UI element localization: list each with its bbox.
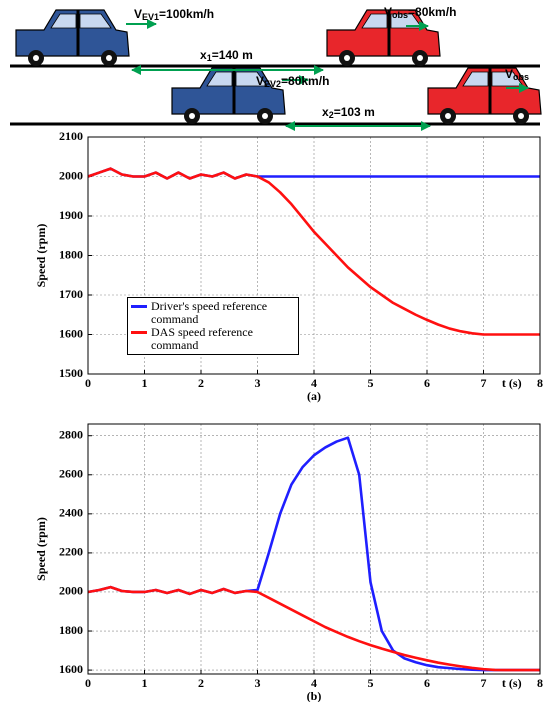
ev-car — [172, 68, 285, 124]
legend: Driver's speed reference command DAS spe… — [127, 297, 299, 355]
x-tick-label: 7 — [481, 376, 487, 390]
y-tick-label: 2000 — [59, 168, 83, 182]
x-tick-label: 0 — [85, 676, 91, 690]
x-tick-label: 8 — [537, 376, 543, 390]
speed-label: Vobs=80km/h — [384, 5, 456, 20]
legend-entry: Driver's speed reference command — [131, 300, 295, 326]
caption: (b) — [307, 689, 322, 702]
label-rest: =140 m — [212, 48, 253, 62]
y-tick-label: 1500 — [59, 366, 83, 380]
y-tick-label: 1600 — [59, 662, 83, 676]
distance-label: x2=103 m — [322, 105, 375, 120]
y-tick-label: 2100 — [59, 129, 83, 143]
y-axis-label: Speed (rpm) — [34, 517, 48, 581]
label-rest: =80km/h — [408, 5, 456, 19]
y-tick-label: 1800 — [59, 247, 83, 261]
legend-entry: DAS speed reference command — [131, 326, 295, 352]
label-sub: obs — [392, 10, 408, 20]
x-tick-label: 5 — [368, 376, 374, 390]
y-tick-label: 2400 — [59, 506, 83, 520]
x-tick-label: 4 — [311, 676, 317, 690]
label-main: V — [256, 74, 264, 88]
y-tick-label: 2800 — [59, 427, 83, 441]
ev-car — [16, 10, 129, 66]
x-tick-label: 2 — [198, 676, 204, 690]
x-tick-label: 1 — [142, 376, 148, 390]
x-tick-label: 4 — [311, 376, 317, 390]
caption: (a) — [307, 389, 321, 403]
x-tick-label: 5 — [368, 676, 374, 690]
road-scene: VEV1=100km/h Vobs=80km/h x1=140 m VEV2=8… — [10, 5, 541, 126]
label-sub: EV2 — [264, 79, 281, 89]
y-tick-label: 1600 — [59, 326, 83, 340]
label-rest: =100km/h — [159, 7, 214, 21]
figure: VEV1=100km/h Vobs=80km/h x1=140 m VEV2=8… — [0, 0, 549, 702]
y-tick-label: 1800 — [59, 623, 83, 637]
x-axis-label: t (s) — [502, 676, 522, 690]
x-tick-label: 6 — [424, 376, 430, 390]
label-rest: =103 m — [334, 105, 375, 119]
y-axis-label: Speed (rpm) — [34, 224, 48, 288]
x-tick-label: 3 — [255, 676, 261, 690]
x-tick-label: 8 — [537, 676, 543, 690]
x-axis-label: t (s) — [502, 376, 522, 390]
x-tick-label: 6 — [424, 676, 430, 690]
label-main: V — [134, 7, 142, 21]
legend-swatch — [131, 331, 147, 334]
speed-label: VEV2=80km/h — [256, 74, 329, 89]
legend-label: DAS speed reference command — [151, 326, 295, 352]
legend-swatch — [131, 305, 147, 308]
y-tick-label: 2000 — [59, 584, 83, 598]
x-tick-label: 7 — [481, 676, 487, 690]
y-tick-label: 2600 — [59, 467, 83, 481]
speed-label: VEV1=100km/h — [134, 7, 214, 22]
distance-label: x1=140 m — [200, 48, 253, 63]
y-tick-label: 1700 — [59, 287, 83, 301]
label-main: V — [505, 67, 513, 81]
y-tick-label: 1900 — [59, 208, 83, 222]
x-tick-label: 3 — [255, 376, 261, 390]
legend-label: Driver's speed reference command — [151, 300, 295, 326]
label-main: V — [384, 5, 392, 19]
x-tick-label: 2 — [198, 376, 204, 390]
y-tick-label: 2200 — [59, 545, 83, 559]
x-tick-label: 1 — [142, 676, 148, 690]
x-tick-label: 0 — [85, 376, 91, 390]
label-rest: =80km/h — [281, 74, 329, 88]
label-sub: obs — [513, 72, 529, 82]
label-sub: EV1 — [142, 12, 159, 22]
